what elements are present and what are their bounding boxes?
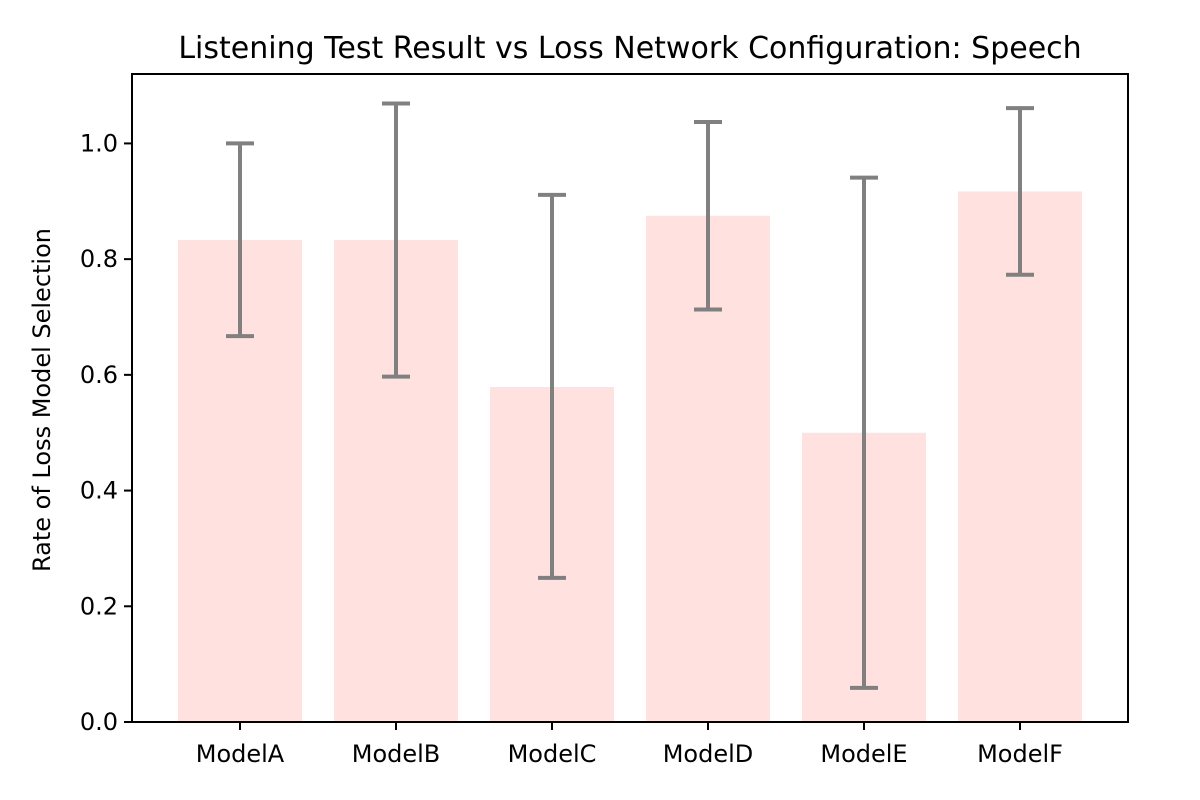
x-tick-label-modeld: ModelD	[663, 740, 754, 768]
x-tick-label-modela: ModelA	[196, 740, 285, 768]
errorbar-modela	[226, 141, 254, 339]
errorbar-modelb	[382, 101, 410, 379]
chart-title: Listening Test Result vs Loss Network Co…	[178, 31, 1081, 66]
y-tick-label: 0.0	[80, 708, 118, 736]
x-tick-label-modelb: ModelB	[352, 740, 441, 768]
y-tick-label: 0.6	[80, 361, 118, 389]
y-tick-label: 0.4	[80, 477, 118, 505]
y-axis-label: Rate of Loss Model Selection	[28, 228, 56, 572]
y-tick-label: 0.8	[80, 245, 118, 273]
y-tick-label: 1.0	[80, 129, 118, 157]
plot-frame	[131, 73, 1129, 723]
errorbar-modelf	[1006, 106, 1034, 277]
bars-layer	[178, 191, 1082, 723]
errorbars-layer	[226, 101, 1034, 690]
axes-layer	[131, 73, 1129, 723]
x-tick-label-modelf: ModelF	[977, 740, 1063, 768]
ticks-layer: 0.0 0.2 0.4 0.6 0.8 1.0 ModelA ModelB ModelC Mode…	[80, 129, 1063, 768]
errorbar-modeld	[694, 120, 722, 312]
y-tick-label: 0.2	[80, 592, 118, 620]
x-tick-label-modele: ModelE	[820, 740, 907, 768]
errorbar-modelc	[538, 192, 566, 580]
x-tick-label-modelc: ModelC	[508, 740, 597, 768]
errorbar-modele	[850, 175, 878, 690]
bar-modelf	[958, 191, 1082, 722]
